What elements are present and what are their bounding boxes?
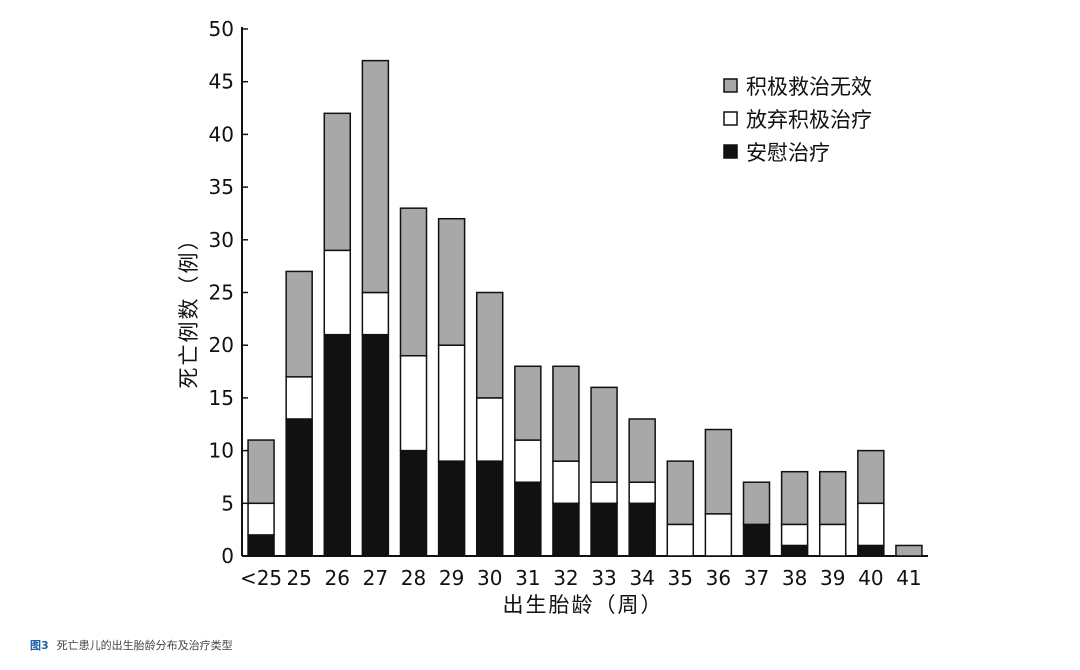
y-tick-label: 30 [209,228,234,252]
bar-segment [399,207,428,357]
bar-segment [666,523,695,557]
x-tick-label: 31 [515,566,540,590]
bar-segment [552,502,580,557]
y-tick-label: 25 [209,281,234,305]
bar-segment [590,502,618,557]
bar-segment [437,460,466,557]
bar-segment [323,112,352,252]
bar-segment [514,365,542,441]
y-tick-label: 10 [209,439,234,463]
legend-label: 放弃积极治疗 [746,108,872,132]
bar-segment [704,513,733,557]
bar-segment [285,376,313,420]
bar-segment [780,470,809,526]
figure-caption-text: 死亡患儿的出生胎龄分布及治疗类型 [56,639,233,652]
bar-segment [857,449,885,505]
bar-segment [323,249,352,336]
y-tick-label: 45 [209,70,234,94]
y-tick-label: 35 [209,175,234,199]
x-axis: <25 25 26 27 28 29 30 31 32 33 34 35 36 37 38 39 40 41 [240,555,928,590]
bar-segment [514,439,542,483]
x-tick-label: 32 [553,566,578,590]
bar-segment [666,460,695,526]
y-tick-label: 15 [209,386,234,410]
x-tick-label: <25 [240,566,282,590]
legend-label: 安慰治疗 [746,141,830,165]
y-axis-title: 死亡例数（例） [177,228,201,389]
x-tick-label: 36 [706,566,731,590]
bar-segment [552,460,580,505]
bar-segment [475,397,504,462]
bar-segment [361,333,390,557]
bar-segment [818,523,847,557]
x-tick-label: 37 [744,566,769,590]
bar-segment [780,523,809,547]
bar-segment [742,481,771,526]
bar-segment [628,418,656,483]
figure-caption: 图3 死亡患儿的出生胎龄分布及治疗类型 [30,637,233,653]
bar-segment [628,502,656,557]
bar-segment [323,333,352,557]
bar-segment [590,481,618,505]
bar-segment [857,502,885,547]
y-tick-label: 5 [221,491,234,515]
bar-segment [895,544,923,557]
x-tick-label: 40 [858,566,883,590]
y-tick-label: 50 [209,17,234,41]
x-tick-label: 39 [820,566,845,590]
bar-segment [437,217,466,346]
x-tick-label: 38 [782,566,807,590]
bar-segment [247,502,275,536]
bar-segment [628,481,656,505]
bar-segment [475,291,504,399]
x-tick-label: 41 [896,566,921,590]
bar-segment [399,354,428,452]
bar-segment [247,534,275,557]
bar-segment [361,59,390,294]
bar-segment [437,344,466,462]
legend-swatch [723,111,738,126]
x-tick-label: 28 [401,566,426,590]
x-tick-label: 26 [325,566,350,590]
x-tick-label: 27 [363,566,388,590]
x-tick-label: 35 [668,566,693,590]
bar-segment [361,291,390,336]
bar-segment [285,418,313,557]
x-tick-label: 30 [477,566,502,590]
bar-segment [475,460,504,557]
y-tick-label: 20 [209,333,234,357]
x-tick-label: 33 [591,566,616,590]
bar-segment [704,428,733,515]
x-axis-title: 出生胎龄（周） [503,593,664,617]
y-axis: 0 5 10 15 20 25 30 35 40 45 50 [209,17,248,568]
bar-segment [780,544,809,557]
bar-segment [285,270,313,378]
bars [247,59,923,557]
bar-segment [590,386,618,483]
bar-segment [399,449,428,557]
bar-segment [514,481,542,557]
x-tick-label: 29 [439,566,464,590]
bar-segment [552,365,580,462]
y-tick-label: 0 [221,544,234,568]
x-tick-label: 25 [286,566,311,590]
legend-swatch [723,144,738,159]
x-tick-label: 34 [629,566,654,590]
legend-swatch [723,78,738,93]
bar-segment [857,544,885,557]
y-tick-label: 40 [209,122,234,146]
bar-segment [247,439,275,505]
figure-label: 图3 [30,639,49,652]
legend-label: 积极救治无效 [746,75,872,99]
bar-segment [742,523,771,557]
bar-segment [818,470,847,526]
